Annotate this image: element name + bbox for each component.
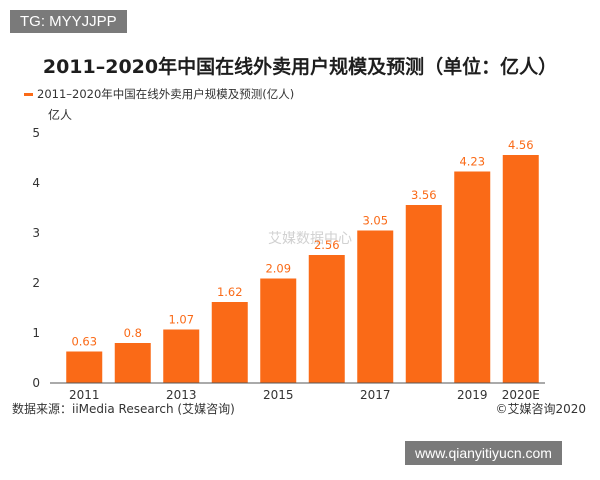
- bar-value-label: 1.07: [168, 313, 194, 327]
- x-tick-label: 2011: [69, 388, 100, 402]
- copyright: ©艾媒咨询2020: [495, 402, 586, 416]
- bar: [357, 230, 394, 383]
- y-tick-label: 3: [32, 226, 40, 240]
- watermark: 艾媒数据中心: [268, 231, 352, 247]
- bar-value-label: 3.56: [411, 188, 437, 202]
- x-tick-label: 2017: [360, 388, 391, 402]
- y-tick-label: 1: [32, 326, 40, 340]
- bottom-tag: www.qianyitiyucn.com: [405, 441, 562, 465]
- chart-title: 2011–2020年中国在线外卖用户规模及预测（单位：亿人）: [42, 56, 558, 78]
- chart-legend: 2011–2020年中国在线外卖用户规模及预测(亿人): [24, 86, 294, 102]
- y-axis-unit: 亿人: [48, 108, 73, 122]
- bar-value-label: 2.56: [314, 238, 340, 252]
- x-tick-label: 2019: [457, 388, 488, 402]
- bar: [114, 343, 151, 383]
- bar-value-label: 1.62: [217, 285, 243, 299]
- bar: [260, 278, 297, 383]
- y-tick-label: 0: [32, 376, 40, 390]
- data-source: 数据来源：iiMedia Research (艾媒咨询): [12, 402, 235, 416]
- legend-label: 2011–2020年中国在线外卖用户规模及预测(亿人): [37, 87, 295, 101]
- x-tick-label: 2015: [263, 388, 294, 402]
- y-tick-label: 5: [32, 126, 40, 140]
- bar-value-label: 3.05: [362, 214, 388, 228]
- bar: [454, 171, 491, 383]
- bar: [308, 255, 345, 383]
- bar: [66, 351, 103, 383]
- bar-value-label: 0.8: [124, 326, 142, 340]
- top-tag: TG: MYYJJPP: [10, 10, 127, 33]
- bar-value-label: 4.23: [459, 155, 485, 169]
- y-tick-label: 4: [32, 176, 40, 190]
- bar: [405, 205, 442, 383]
- bar: [502, 155, 539, 383]
- bar-value-label: 4.56: [508, 138, 534, 152]
- x-tick-label: 2013: [166, 388, 197, 402]
- legend-swatch: [24, 92, 33, 96]
- bar: [163, 329, 200, 383]
- y-tick-label: 2: [32, 276, 40, 290]
- bar-value-label: 2.09: [265, 262, 291, 276]
- bar-value-label: 0.63: [71, 335, 97, 349]
- x-tick-label: 2020E: [502, 388, 540, 402]
- bar: [211, 302, 248, 383]
